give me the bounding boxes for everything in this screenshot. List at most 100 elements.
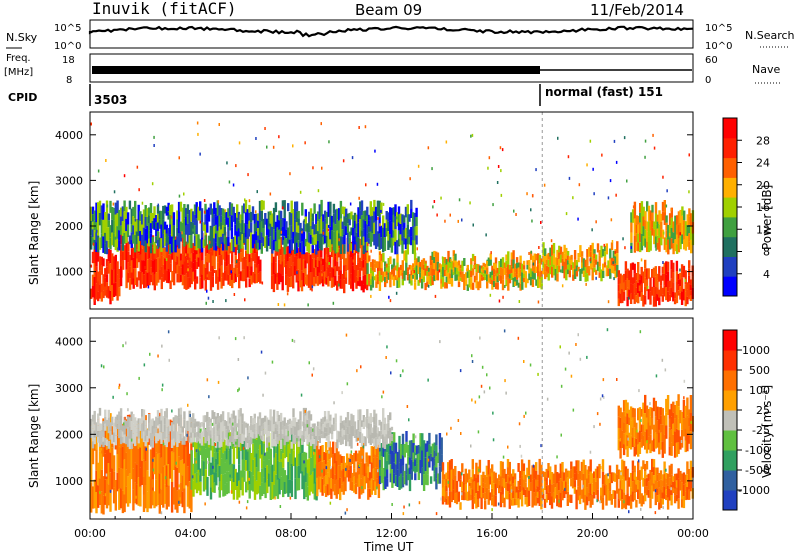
heatmap-cell	[644, 413, 647, 432]
heatmap-cell	[158, 219, 161, 229]
heatmap-cell	[213, 452, 216, 463]
heatmap-cell	[367, 232, 371, 239]
heatmap-cell	[415, 258, 418, 266]
heatmap-cell	[250, 437, 253, 445]
heatmap-cell	[227, 425, 230, 433]
heatmap-cell	[205, 301, 207, 305]
heatmap-cell	[649, 210, 652, 221]
heatmap-cell	[253, 263, 257, 274]
heatmap-cell	[321, 445, 324, 462]
heatmap-cell	[195, 437, 198, 443]
heatmap-cell	[373, 276, 376, 281]
heatmap-cell	[392, 237, 395, 246]
heatmap-cell	[626, 468, 629, 481]
heatmap-cell	[155, 416, 158, 422]
heatmap-cell	[216, 452, 220, 465]
heatmap-cell	[384, 451, 387, 464]
heatmap-cell	[257, 235, 260, 243]
heatmap-cell	[383, 424, 387, 431]
heatmap-cell	[506, 467, 510, 476]
heatmap-cell	[513, 486, 517, 493]
heatmap-cell	[614, 473, 617, 482]
heatmap-cell	[380, 237, 383, 249]
heatmap-cell	[221, 208, 225, 217]
heatmap-cell	[337, 266, 341, 276]
heatmap-cell	[596, 243, 600, 253]
heatmap-cell	[661, 486, 664, 493]
heatmap-cell	[469, 494, 473, 501]
heatmap-cell	[403, 222, 406, 230]
heatmap-cell	[114, 480, 117, 511]
heatmap-cell	[410, 469, 413, 480]
heatmap-cell	[209, 203, 212, 215]
heatmap-cell	[351, 265, 355, 279]
y-tick-label: 3000	[55, 382, 83, 395]
heatmap-cell	[223, 426, 227, 433]
heatmap-cell	[245, 250, 248, 260]
heatmap-cell	[112, 207, 116, 221]
heatmap-cell	[540, 498, 543, 510]
heatmap-cell	[473, 265, 475, 268]
heatmap-cell	[176, 445, 179, 468]
heatmap-cell	[130, 232, 133, 241]
heatmap-cell	[105, 159, 107, 162]
heatmap-cell	[316, 231, 320, 241]
heatmap-cell	[663, 415, 666, 435]
heatmap-cell	[91, 486, 95, 509]
heatmap-cell	[144, 441, 147, 447]
heatmap-cell	[248, 440, 251, 448]
heatmap-cell	[207, 296, 210, 300]
heatmap-cell	[335, 442, 338, 461]
heatmap-cell	[327, 232, 330, 248]
heatmap-cell	[306, 424, 309, 428]
heatmap-cell	[174, 428, 177, 436]
heatmap-cell	[651, 204, 654, 213]
heatmap-cell	[482, 276, 485, 281]
heatmap-cell	[506, 491, 510, 500]
heatmap-cell	[450, 491, 453, 503]
heatmap-cell	[276, 460, 280, 480]
heatmap-cell	[93, 479, 96, 509]
heatmap-cell	[637, 293, 640, 304]
heatmap-cell	[391, 269, 394, 275]
heatmap-cell	[290, 420, 293, 428]
heatmap-cell	[561, 490, 564, 501]
heatmap-cell	[102, 441, 105, 448]
heatmap-cell	[258, 425, 262, 433]
heatmap-cell	[218, 242, 221, 256]
heatmap-cell	[169, 425, 172, 432]
heatmap-cell	[436, 261, 440, 272]
heatmap-cell	[292, 144, 294, 148]
heatmap-cell	[367, 488, 370, 500]
heatmap-cell	[545, 494, 548, 503]
heatmap-cell	[526, 467, 529, 478]
heatmap-cell	[285, 438, 288, 457]
heatmap-cell	[280, 463, 283, 477]
heatmap-cell	[357, 222, 360, 238]
heatmap-cell	[637, 459, 640, 463]
heatmap-cell	[152, 468, 155, 472]
heatmap-cell	[435, 434, 438, 446]
heatmap-cell	[647, 205, 651, 222]
heatmap-cell	[193, 235, 197, 246]
heatmap-cell	[341, 236, 344, 245]
heatmap-cell	[449, 257, 452, 263]
heatmap-cell	[362, 284, 365, 293]
heatmap-cell	[188, 247, 192, 258]
heatmap-cell	[162, 247, 165, 257]
heatmap-cell	[622, 400, 626, 412]
heatmap-cell	[141, 272, 144, 285]
heatmap-cell	[216, 276, 220, 290]
heatmap-cell	[183, 411, 186, 420]
heatmap-cell	[682, 288, 686, 301]
heatmap-cell	[394, 475, 398, 486]
heatmap-cell	[559, 254, 563, 263]
heatmap-cell	[222, 453, 225, 475]
heatmap-cell	[561, 266, 564, 274]
heatmap-cell	[296, 454, 299, 467]
heatmap-cell	[257, 416, 260, 426]
heatmap-cell	[245, 259, 248, 269]
heatmap-cell	[271, 360, 274, 364]
heatmap-cell	[309, 426, 313, 434]
heatmap-cell	[271, 240, 274, 254]
